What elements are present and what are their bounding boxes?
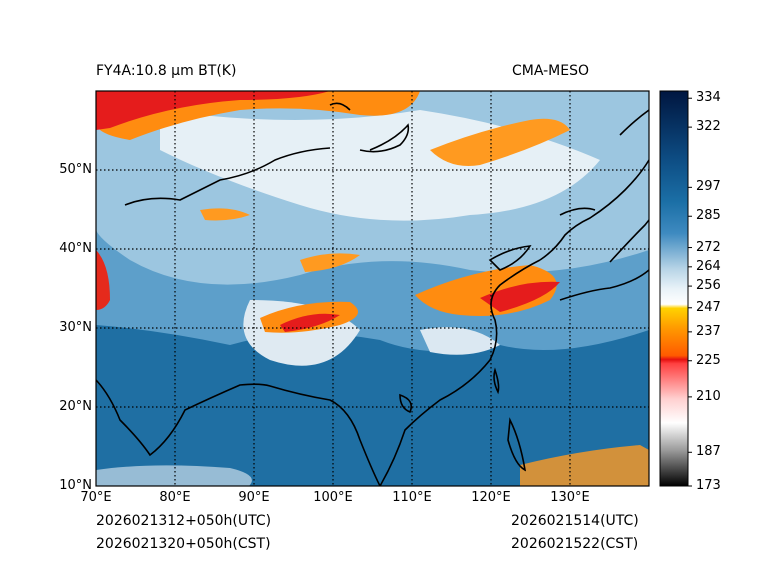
init-time-utc: 2026021312+050h(UTC) xyxy=(96,513,272,529)
colorbar-tick-label: 256 xyxy=(696,278,721,294)
north-border xyxy=(124,147,331,206)
plateau-cloud-core xyxy=(280,313,340,332)
luzon xyxy=(507,417,527,472)
hainan xyxy=(399,393,413,414)
colorbar-tick-label: 247 xyxy=(696,299,721,315)
map-frame xyxy=(95,90,650,487)
central-cloud xyxy=(300,253,360,272)
lon-tick-label: 90°E xyxy=(238,490,270,505)
lat-tick-label: 40°N xyxy=(59,241,92,256)
valid-time-cst: 2026021522(CST) xyxy=(511,536,639,552)
south-west-cloud xyxy=(96,465,252,486)
bohai-bay xyxy=(488,245,532,271)
west-small-cloud xyxy=(200,208,250,221)
colorbar-tick-label: 297 xyxy=(696,179,721,195)
japan-south xyxy=(559,269,649,301)
graticule xyxy=(96,91,649,486)
colorbar-tick-label: 210 xyxy=(696,388,721,404)
west-cloud xyxy=(96,250,110,310)
colorbar-tick-label: 322 xyxy=(696,119,721,135)
colorbar xyxy=(659,90,689,487)
lat-tick-label: 50°N xyxy=(59,162,92,177)
siberian-river xyxy=(329,102,351,111)
colorbar-tick-label: 237 xyxy=(696,323,721,339)
taiwan xyxy=(493,367,500,395)
model-name: CMA-MESO xyxy=(512,63,590,79)
korea-coast xyxy=(539,159,649,261)
lon-tick-label: 130°E xyxy=(550,490,590,505)
colorbar-tick-label: 272 xyxy=(696,239,721,255)
north-cloud-core xyxy=(96,91,330,130)
japan-north xyxy=(609,219,649,263)
colorbar-tick-label: 334 xyxy=(696,90,721,106)
lon-tick-label: 120°E xyxy=(471,490,511,505)
south-cloud xyxy=(520,445,649,486)
map-title: FY4A:10.8 µm BT(K) xyxy=(96,63,237,79)
colorbar-tick-label: 173 xyxy=(696,478,721,493)
northeast-cloud xyxy=(430,118,570,166)
lat-tick-label: 20°N xyxy=(59,399,92,414)
colorbar-tick-label: 225 xyxy=(696,352,721,368)
colorbar-tick-label: 285 xyxy=(696,208,721,224)
lon-tick-label: 110°E xyxy=(392,490,432,505)
coastlines xyxy=(96,102,649,486)
lon-tick-label: 80°E xyxy=(159,490,191,505)
colorbar-tick-label: 187 xyxy=(696,444,721,460)
colorbar-tick-label: 264 xyxy=(696,258,721,274)
lake-baikal xyxy=(359,123,410,153)
east-china-coast xyxy=(379,259,541,486)
lat-tick-label: 30°N xyxy=(59,320,92,335)
lon-tick-label: 70°E xyxy=(80,490,112,505)
init-time-cst: 2026021320+050h(CST) xyxy=(96,536,271,552)
colorbar-ticks xyxy=(688,97,692,487)
south-asia-coast xyxy=(96,379,381,486)
lat-tick-label: 10°N xyxy=(59,478,92,493)
east-china-core xyxy=(480,281,560,312)
valid-time-utc: 2026021514(UTC) xyxy=(511,513,639,529)
lon-tick-label: 100°E xyxy=(313,490,353,505)
satellite-imagery xyxy=(96,91,649,486)
sakhalin xyxy=(619,109,649,136)
east-cloud xyxy=(420,327,500,355)
manchuria-border xyxy=(559,207,596,216)
